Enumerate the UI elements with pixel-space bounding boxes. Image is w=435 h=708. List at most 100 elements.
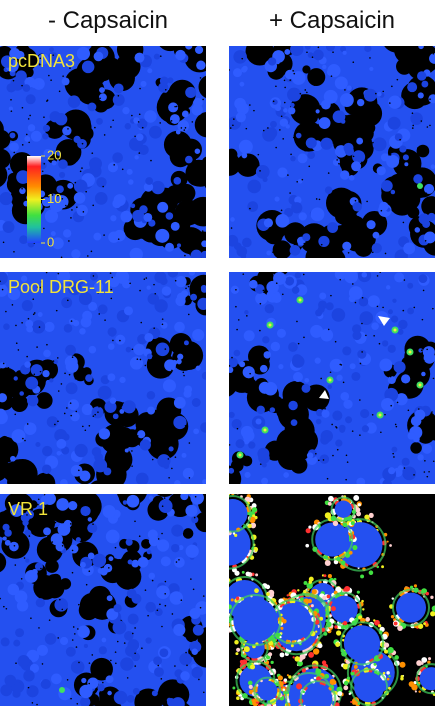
- speck: [134, 135, 136, 137]
- speck: [390, 405, 392, 407]
- speck: [14, 449, 16, 451]
- speck: [48, 75, 50, 77]
- cell: [202, 372, 210, 380]
- speck: [260, 463, 262, 465]
- cell: [154, 54, 160, 60]
- response-speck: [210, 518, 214, 522]
- cell: [287, 91, 294, 98]
- response-speck: [308, 526, 311, 529]
- speck: [43, 228, 45, 230]
- speck: [418, 359, 420, 361]
- response-speck: [244, 646, 250, 652]
- cell: [354, 672, 384, 702]
- cell: [350, 363, 356, 369]
- response-speck: [401, 675, 404, 678]
- speck: [98, 406, 100, 408]
- speck: [161, 626, 163, 628]
- cell: [335, 76, 348, 89]
- response-speck: [418, 690, 420, 692]
- cell: [295, 272, 301, 278]
- cell: [335, 440, 342, 447]
- speck: [110, 126, 112, 128]
- speck: [303, 274, 305, 276]
- response-speck: [331, 606, 336, 611]
- response-speck: [218, 514, 223, 519]
- response-speck: [232, 490, 237, 495]
- cell: [138, 557, 149, 568]
- cell: [147, 285, 151, 289]
- speck: [279, 129, 281, 131]
- cell: [233, 50, 246, 63]
- cell: [351, 372, 360, 381]
- response-speck: [357, 591, 360, 594]
- speck: [190, 578, 192, 580]
- cell: [340, 392, 349, 401]
- speck: [339, 279, 341, 281]
- response-speck: [324, 574, 327, 577]
- speck: [27, 423, 29, 425]
- cell: [234, 350, 241, 357]
- speck: [334, 243, 336, 245]
- cell: [133, 688, 140, 695]
- dark-region: [417, 48, 430, 61]
- speck: [70, 415, 72, 417]
- speck: [183, 372, 185, 374]
- speck: [284, 80, 286, 82]
- speck: [390, 154, 392, 156]
- response-speck: [242, 571, 245, 574]
- cell: [256, 165, 270, 179]
- cell: [13, 640, 20, 647]
- response-speck: [215, 516, 218, 519]
- speck: [259, 170, 261, 172]
- cell: [155, 608, 163, 616]
- speck: [314, 84, 316, 86]
- colorbar-tick-label: 10: [47, 191, 61, 206]
- speck: [432, 308, 434, 310]
- speck: [382, 307, 384, 309]
- speck: [99, 97, 101, 99]
- cell: [57, 451, 62, 456]
- cell: [336, 375, 342, 381]
- cell: [195, 148, 200, 153]
- cell: [249, 280, 258, 289]
- cell: [202, 479, 207, 484]
- response-speck: [216, 567, 221, 572]
- speck: [198, 679, 200, 681]
- speck: [381, 210, 383, 212]
- cell: [166, 212, 174, 220]
- response-speck: [344, 681, 349, 686]
- speck: [19, 474, 21, 476]
- cell: [349, 286, 363, 300]
- response-speck: [392, 597, 394, 599]
- cell: [255, 292, 267, 304]
- speck: [3, 606, 5, 608]
- speck: [43, 116, 45, 118]
- response-speck: [362, 608, 364, 610]
- responding-core: [394, 329, 397, 332]
- speck: [139, 88, 141, 90]
- cell: [408, 432, 416, 440]
- speck: [408, 409, 410, 411]
- speck: [290, 154, 292, 156]
- speck: [403, 222, 405, 224]
- speck: [412, 112, 414, 114]
- speck: [15, 564, 17, 566]
- speck: [86, 465, 88, 467]
- speck: [140, 322, 142, 324]
- cell: [117, 273, 123, 279]
- dark-region: [183, 528, 194, 539]
- speck: [231, 152, 233, 154]
- speck: [289, 79, 291, 81]
- speck: [377, 306, 379, 308]
- cell: [162, 286, 172, 296]
- response-speck: [265, 660, 267, 662]
- speck: [372, 414, 374, 416]
- dark-region: [404, 28, 418, 42]
- cell: [1, 637, 10, 646]
- cell: [191, 649, 197, 655]
- cell: [326, 42, 335, 51]
- speck: [93, 415, 95, 417]
- speck: [408, 58, 410, 60]
- cell: [27, 395, 38, 406]
- speck: [282, 138, 284, 140]
